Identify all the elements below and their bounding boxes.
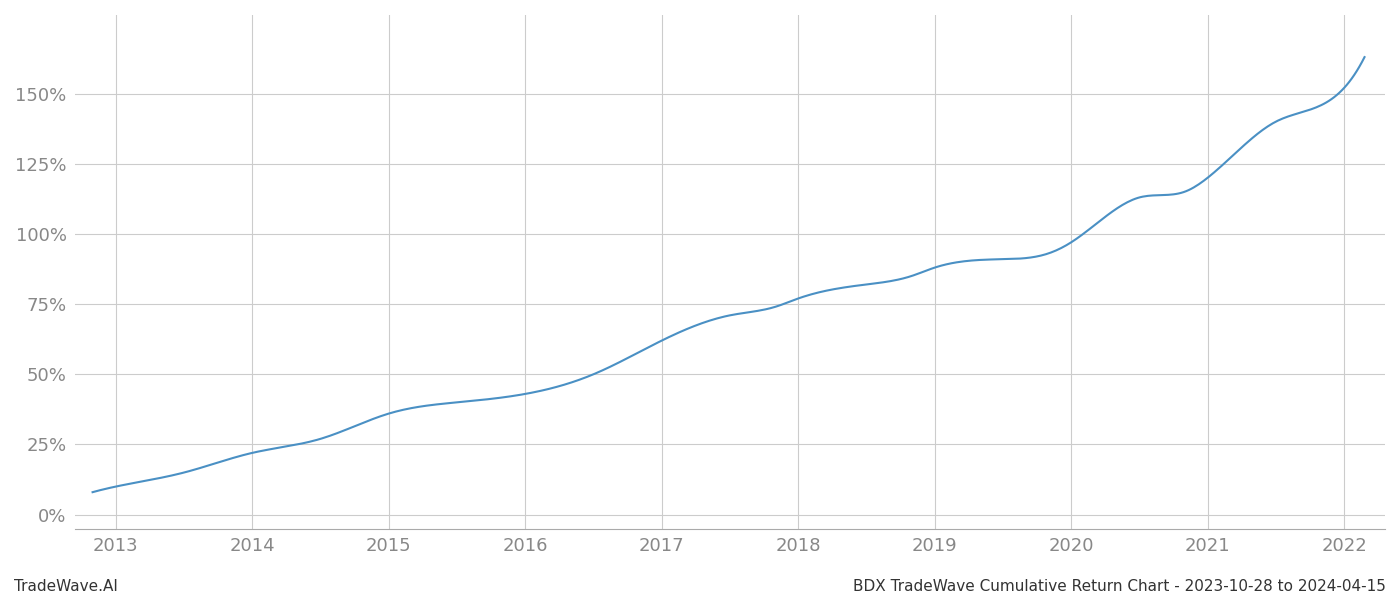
Text: BDX TradeWave Cumulative Return Chart - 2023-10-28 to 2024-04-15: BDX TradeWave Cumulative Return Chart - … [853,579,1386,594]
Text: TradeWave.AI: TradeWave.AI [14,579,118,594]
